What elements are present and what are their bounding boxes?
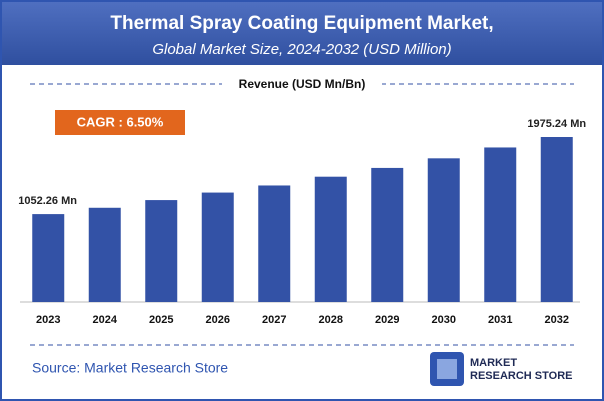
chart-subtitle: Global Market Size, 2024-2032 (USD Milli… (152, 41, 451, 58)
x-tick-label: 2027 (262, 314, 286, 326)
logo-text: RESEARCH STORE (470, 370, 572, 382)
bar (88, 207, 121, 302)
logo: MARKET RESEARCH STORE (430, 352, 572, 386)
x-tick-label: 2030 (432, 314, 456, 326)
x-tick-label: 2025 (149, 314, 173, 326)
bar (314, 176, 347, 302)
bar (201, 192, 234, 302)
header (2, 2, 602, 65)
x-tick-label: 2031 (488, 314, 512, 326)
x-tick-label: 2032 (545, 314, 569, 326)
x-tick-label: 2024 (93, 314, 118, 326)
x-tick-label: 2023 (36, 314, 60, 326)
logo-text: MARKET (470, 357, 517, 369)
bar (371, 167, 404, 302)
logo-icon (437, 359, 457, 379)
data-label: 1052.26 Mn (18, 195, 77, 207)
chart-title: Thermal Spray Coating Equipment Market, (110, 13, 493, 34)
bar (145, 200, 178, 302)
bar (258, 185, 291, 302)
data-label: 1975.24 Mn (527, 118, 586, 130)
cagr-box (55, 110, 185, 135)
source: Source: Market Research Store (32, 360, 228, 376)
x-tick-label: 2026 (206, 314, 230, 326)
label-bg (222, 75, 382, 93)
bar (484, 147, 517, 302)
y-axis-label: Revenue (USD Mn/Bn) (239, 77, 366, 91)
cagr-label: CAGR : 6.50% (77, 114, 164, 129)
x-tick-label: 2029 (375, 314, 399, 326)
bar (427, 158, 460, 302)
bar (32, 214, 65, 302)
x-tick-label: 2028 (319, 314, 343, 326)
bar (540, 137, 573, 302)
